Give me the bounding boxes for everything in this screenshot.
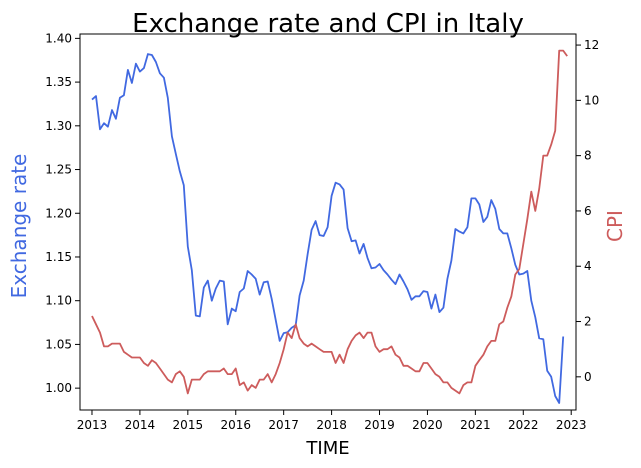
x-tick-label: 2013 <box>77 418 108 432</box>
exchange-rate-series-line <box>91 53 565 404</box>
left-y-tick-label: 1.00 <box>45 381 72 395</box>
left-y-tick-label: 1.15 <box>45 250 72 264</box>
x-tick-label: 2015 <box>173 418 204 432</box>
series-layer <box>91 49 568 404</box>
ticks-layer: 2013 2014 2015 2016 2017 2018 2019 2020 2021 2022… <box>45 31 599 432</box>
left-y-tick-label: 1.20 <box>45 206 72 220</box>
x-tick-label: 2016 <box>220 418 251 432</box>
right-y-tick-label: 8 <box>584 149 592 163</box>
right-y-tick-label: 6 <box>584 204 592 218</box>
right-y-tick-label: 4 <box>584 259 592 273</box>
x-tick-label: 2017 <box>268 418 299 432</box>
right-y-tick-label: 0 <box>584 370 592 384</box>
left-y-tick-label: 1.10 <box>45 294 72 308</box>
left-y-tick-label: 1.35 <box>45 75 72 89</box>
left-y-axis-title: Exchange rate <box>7 154 31 299</box>
x-tick-label: 2018 <box>316 418 347 432</box>
x-tick-label: 2022 <box>508 418 539 432</box>
x-axis-title: TIME <box>305 438 349 459</box>
cpi-series-line <box>91 49 568 395</box>
x-tick-label: 2019 <box>364 418 395 432</box>
right-y-tick-label: 10 <box>584 93 599 107</box>
right-y-tick-label: 2 <box>584 315 592 329</box>
x-tick-label: 2020 <box>412 418 443 432</box>
left-y-tick-label: 1.05 <box>45 337 72 351</box>
x-tick-label: 2014 <box>125 418 156 432</box>
plot-frame <box>79 33 577 411</box>
x-tick-label: 2023 <box>556 418 587 432</box>
left-y-tick-label: 1.30 <box>45 119 72 133</box>
left-y-tick-label: 1.25 <box>45 163 72 177</box>
right-y-tick-label: 12 <box>584 38 599 52</box>
right-y-axis-title: CPI <box>603 210 627 242</box>
x-tick-label: 2021 <box>460 418 491 432</box>
left-y-tick-label: 1.40 <box>45 31 72 45</box>
